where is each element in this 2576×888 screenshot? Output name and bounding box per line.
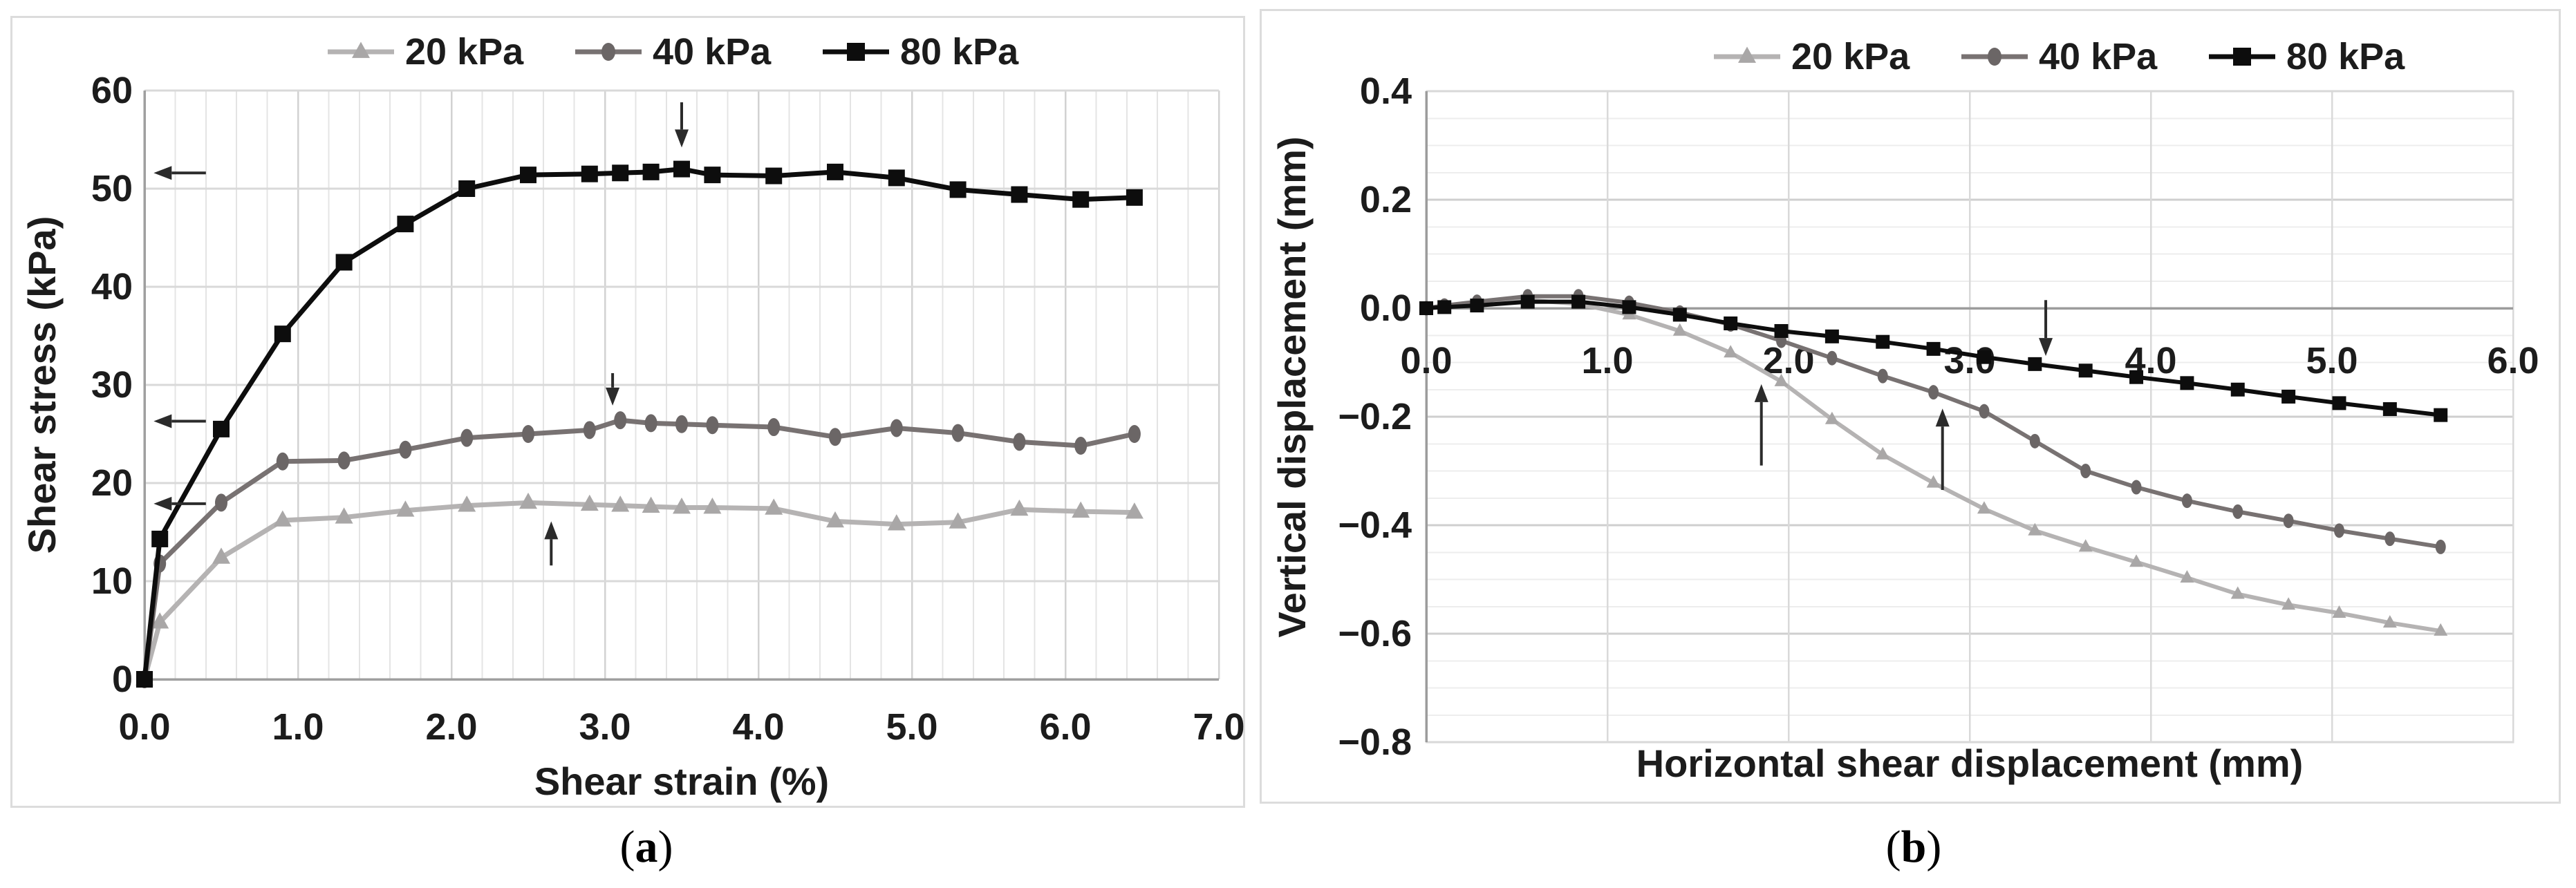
series-80-kpa-chart-b <box>1419 294 2448 422</box>
x-tick-label: 0.0 <box>118 706 170 748</box>
chart-b-gridlines <box>1425 90 2514 744</box>
panel-a <box>10 16 1245 808</box>
series-line <box>1424 299 2443 417</box>
chart-a: 0 10 20 30 40 50 60 0.0 1.0 2.0 3.0 4.0 5.0 6.0 7.0 She… <box>20 31 1245 803</box>
chart-b-legend: 20 kPa 40 kPa 80 kPa <box>1714 36 2405 77</box>
y-tick-label: 30 <box>91 364 133 406</box>
series-80-kpa-chart-a <box>136 160 1143 688</box>
x-tick-label: 2.0 <box>425 706 477 748</box>
chart-a-tick-labels: 0 10 20 30 40 50 60 0.0 1.0 2.0 3.0 4.0 5.0 6.0 7.0 <box>91 70 1245 748</box>
peak-arrow-40kpa-curve-arrow <box>606 372 620 406</box>
chart-a-annotations <box>153 102 689 566</box>
caption-a: (a) <box>508 821 785 873</box>
chart-a-y-axis-title: Shear stress (kPa) <box>20 216 64 554</box>
chart-a-gridlines <box>144 89 1220 679</box>
legend-item-20-kpa: 20 kPa <box>328 31 524 73</box>
series-40-kpa-chart-a <box>138 411 1141 688</box>
legend-label: 20 kPa <box>1791 36 1910 77</box>
y-tick-label: −0.4 <box>1338 504 1412 546</box>
x-tick-label: 1.0 <box>1581 340 1633 381</box>
peak-arrow-20kpa-axis-arrow <box>153 496 206 511</box>
x-tick-label: 3.0 <box>579 706 631 748</box>
y-tick-label: 40 <box>91 266 133 308</box>
legend-item-40-kpa: 40 kPa <box>1961 36 2158 77</box>
chart-b-x-axis-title: Horizontal shear displacement (mm) <box>1636 741 2304 785</box>
y-tick-label: 50 <box>91 168 133 209</box>
y-tick-label: 60 <box>91 70 133 111</box>
caption-paren: ( <box>1885 822 1901 872</box>
x-tick-label: 1.0 <box>272 706 324 748</box>
x-tick-label: 0.0 <box>1400 340 1452 381</box>
chart-b-tick-labels: 0.40.20.0−0.2−0.4−0.6−0.80.0 1.0 2.0 3.0 4.0… <box>1338 70 2539 763</box>
chart-a-axes <box>143 91 1219 681</box>
series-line <box>142 167 1137 682</box>
x-tick-label: 5.0 <box>886 706 937 748</box>
caption-letter-a: a <box>635 822 658 872</box>
caption-b: (b) <box>1775 821 2052 873</box>
x-tick-label: 6.0 <box>2487 340 2539 381</box>
chart-b-y-axis-title: Vertical displacement (mm) <box>1270 136 1314 637</box>
y-tick-label: 0.4 <box>1360 70 1412 112</box>
chart-b-annotations <box>1754 300 2053 490</box>
legend-item-80-kpa: 80 kPa <box>823 31 1019 73</box>
dilation-arrow-40kpa-arrow <box>1935 408 1950 490</box>
legend-label: 20 kPa <box>405 31 524 73</box>
series-line <box>1424 294 2443 549</box>
x-tick-label: 7.0 <box>1193 706 1244 748</box>
chart-a-legend: 20 kPa 40 kPa 80 kPa <box>328 31 1019 73</box>
peak-arrow-20kpa-curve-arrow <box>544 521 559 566</box>
legend-label: 40 kPa <box>653 31 772 73</box>
y-tick-label: 10 <box>91 560 133 602</box>
series-line <box>142 417 1137 682</box>
x-tick-label: 5.0 <box>2306 340 2358 381</box>
y-tick-label: −0.2 <box>1338 396 1412 437</box>
y-tick-label: 0 <box>112 659 133 700</box>
series-line <box>142 500 1137 682</box>
caption-paren: ( <box>619 822 635 872</box>
peak-arrow-40kpa-axis-arrow <box>153 414 206 428</box>
chart-b: 0.40.20.0−0.2−0.4−0.6−0.80.0 1.0 2.0 3.0 4.0… <box>1270 36 2539 785</box>
chart-a-x-axis-title: Shear strain (%) <box>534 759 829 803</box>
peak-arrow-80kpa-curve-arrow <box>675 102 689 148</box>
dilation-arrow-20kpa-arrow <box>1754 384 1768 466</box>
legend-item-40-kpa: 40 kPa <box>575 31 772 73</box>
peak-arrow-80kpa-axis-arrow <box>153 166 206 180</box>
dilation-arrow-80kpa-arrow <box>2039 300 2053 357</box>
series-40-kpa-chart-b <box>1421 289 2446 554</box>
y-tick-label: 20 <box>91 462 133 504</box>
caption-paren: ) <box>657 822 673 872</box>
y-tick-label: −0.6 <box>1338 613 1412 654</box>
x-tick-label: 6.0 <box>1039 706 1091 748</box>
caption-paren: ) <box>1926 822 1942 872</box>
legend-item-20-kpa: 20 kPa <box>1714 36 1910 77</box>
legend-item-80-kpa: 80 kPa <box>2209 36 2405 77</box>
legend-label: 80 kPa <box>900 31 1019 73</box>
x-tick-label: 4.0 <box>732 706 784 748</box>
legend-label: 40 kPa <box>2039 36 2158 77</box>
legend-label: 80 kPa <box>2286 36 2405 77</box>
series-20-kpa-chart-a <box>136 492 1144 686</box>
y-tick-label: 0.0 <box>1360 287 1412 329</box>
y-tick-label: −0.8 <box>1338 721 1412 763</box>
caption-letter-b: b <box>1901 822 1927 872</box>
y-tick-label: 0.2 <box>1360 179 1412 220</box>
